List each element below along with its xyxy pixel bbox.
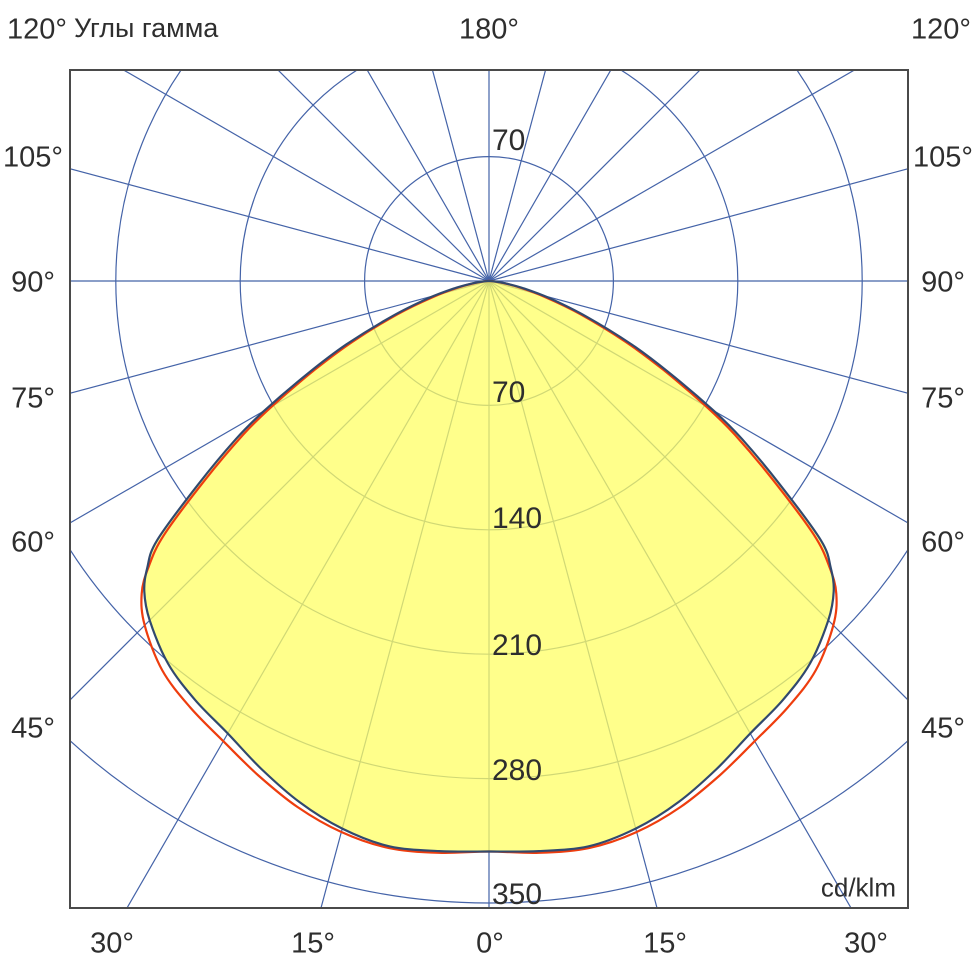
grid-ray-210deg bbox=[366, 70, 490, 282]
grid-ray-75deg bbox=[488, 280, 908, 394]
grid-ray-240deg bbox=[122, 70, 490, 282]
curve-dark bbox=[143, 279, 835, 853]
grid-ray-150deg bbox=[488, 70, 612, 282]
beam-fill bbox=[144, 281, 834, 852]
grid-ray-105deg bbox=[488, 168, 908, 282]
grid-ray-165deg bbox=[488, 70, 547, 282]
grid-ray-285deg bbox=[70, 280, 490, 394]
grid-ray-120deg bbox=[488, 70, 856, 282]
grid-ray-135deg bbox=[488, 70, 701, 282]
grid-ray-195deg bbox=[431, 70, 490, 282]
grid-ray-255deg bbox=[70, 168, 490, 282]
chart-title: Углы гамма bbox=[74, 12, 219, 43]
units-label: cd/klm bbox=[820, 872, 896, 903]
grid-ray-225deg bbox=[277, 70, 490, 282]
plot-border bbox=[69, 69, 909, 909]
